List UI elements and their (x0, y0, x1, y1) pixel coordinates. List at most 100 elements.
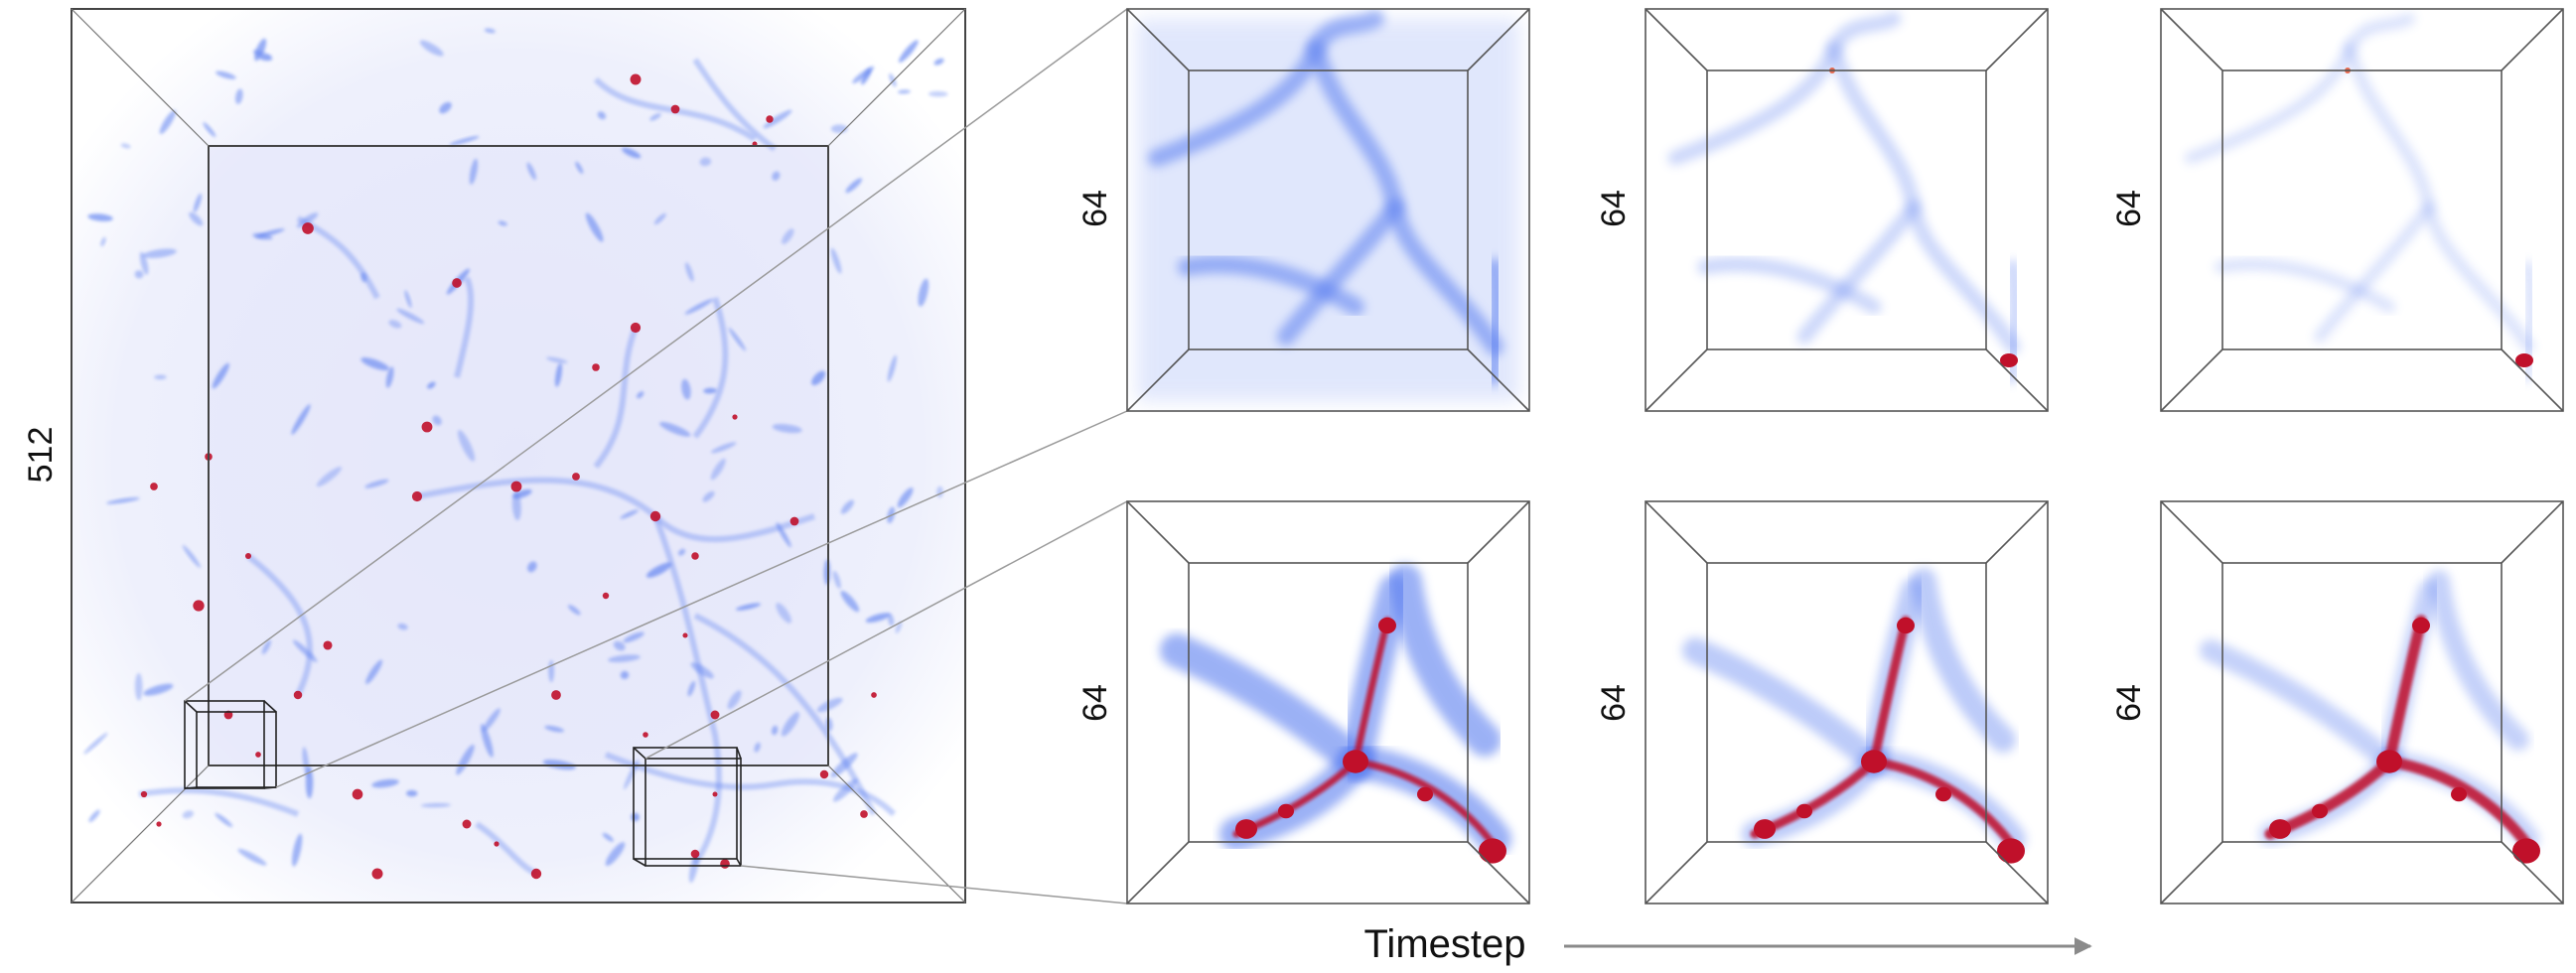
main-filament-wisp (316, 467, 343, 487)
zoom-halo (2512, 838, 2540, 864)
main-halo (462, 819, 472, 829)
main-halo (643, 732, 648, 738)
main-filament-wisp (776, 603, 791, 624)
main-filament-wisp (365, 659, 383, 685)
main-filament-wisp (305, 765, 314, 799)
main-filament-wisp (252, 232, 273, 240)
main-halo (494, 841, 500, 847)
main-filament-wisp (397, 623, 408, 630)
main-halo (630, 73, 642, 85)
main-filament-wisp (772, 424, 802, 434)
main-halo (712, 791, 718, 797)
main-filament-wisp (544, 725, 565, 733)
main-halo (592, 363, 600, 371)
main-filament-wisp (371, 778, 399, 788)
main-filament (454, 276, 475, 378)
main-filament-wisp (203, 122, 216, 138)
main-filament-wisp (687, 680, 696, 697)
main-halo (682, 632, 688, 638)
main-halo (510, 481, 522, 492)
zoom-halo (1278, 803, 1294, 819)
zoom-panel-density (2185, 13, 2537, 382)
main-filament-wisp (620, 509, 639, 519)
main-filament-wisp (83, 732, 108, 755)
main-filament-wisp (154, 374, 167, 380)
zoom-halo (1754, 819, 1776, 839)
main-filament-wisp (597, 111, 607, 120)
main-filament-wisp (292, 639, 318, 663)
main-filament-wisp (830, 753, 858, 778)
subregion-box-a (184, 700, 277, 789)
main-filament-wisp (703, 387, 717, 394)
zoom-halo (1861, 750, 1887, 773)
main-filament-wisp (360, 272, 367, 283)
main-filament-wisp (364, 479, 389, 488)
zoom-halo (2412, 617, 2430, 634)
main-halo (411, 490, 423, 502)
zoom-panel-r1c3 (2160, 8, 2564, 412)
main-filament (593, 326, 639, 469)
main-filament-wisp (261, 639, 271, 654)
zoom-halo (2312, 803, 2328, 819)
main-filament-wisp (684, 262, 694, 282)
main-filament-wisp (727, 690, 742, 710)
main-halo (371, 868, 383, 880)
main-filament-wisp (420, 802, 452, 808)
main-halo (223, 710, 233, 720)
main-filament-wisp (554, 362, 563, 387)
main-filament-wisp (710, 442, 737, 454)
main-filament-wisp (512, 488, 532, 499)
main-filament-wisp (215, 812, 233, 828)
main-halo (732, 414, 738, 420)
main-filament (475, 821, 538, 877)
main-halo (302, 222, 314, 234)
main-filament-wisp (498, 220, 507, 226)
zoom-panel-frame (1126, 500, 1530, 904)
main-filament-wisp (620, 670, 630, 679)
main-halo (572, 473, 580, 481)
main-filament-wisp (772, 171, 781, 181)
main-filament-wisp (602, 832, 614, 842)
zoom-size-label-r1c2: 64 (1595, 190, 1633, 227)
main-filament-wisp (889, 72, 897, 87)
zoom-size-label-r1c1: 64 (1076, 190, 1114, 227)
main-filament-wisp (888, 614, 895, 626)
main-halo (551, 690, 561, 700)
main-filament-wisp (234, 88, 243, 104)
timestep-label: Timestep (1363, 922, 1525, 966)
main-filament-wisp (296, 212, 319, 228)
main-filament-wisp (865, 613, 891, 623)
zoom-panel-r1c2 (1645, 8, 2049, 412)
main-filament-wisp (546, 356, 568, 363)
main-halo (150, 483, 158, 490)
zoom-panel-r2c1 (1126, 500, 1530, 904)
main-filament-wisp (139, 251, 149, 275)
main-filament-wisp (526, 162, 536, 181)
zoom-panel-density (2200, 570, 2540, 864)
zoom-panel-density (1667, 11, 2024, 384)
zoom-panel-r1c1 (1126, 8, 1530, 412)
main-filament-wisp (690, 662, 714, 679)
main-halo (871, 692, 877, 698)
zoom-panel-density (1137, 10, 1519, 401)
zoom-panel-r2c2 (1645, 500, 2049, 904)
main-filament-wisp (832, 570, 841, 589)
main-filament (692, 58, 777, 152)
main-filament-wisp (895, 621, 903, 633)
zoom-panel-frame (2160, 500, 2564, 904)
main-filament-wisp (681, 378, 691, 400)
main-filament-wisp (427, 381, 436, 389)
main-filament (693, 613, 877, 816)
zoom-connectors (184, 8, 1128, 904)
main-filament-wisp (292, 833, 303, 867)
zoom-size-label-r2c3: 64 (2110, 684, 2148, 722)
main-filament-wisp (887, 354, 897, 382)
main-filament-wisp (134, 672, 143, 701)
main-halo (670, 104, 680, 114)
main-filament-wisp (623, 759, 640, 790)
main-filament-wisp (688, 852, 699, 884)
main-filament (692, 297, 729, 439)
main-filament-wisp (143, 683, 174, 696)
main-filament-wisp (193, 193, 202, 213)
main-filament-wisp (396, 308, 425, 325)
